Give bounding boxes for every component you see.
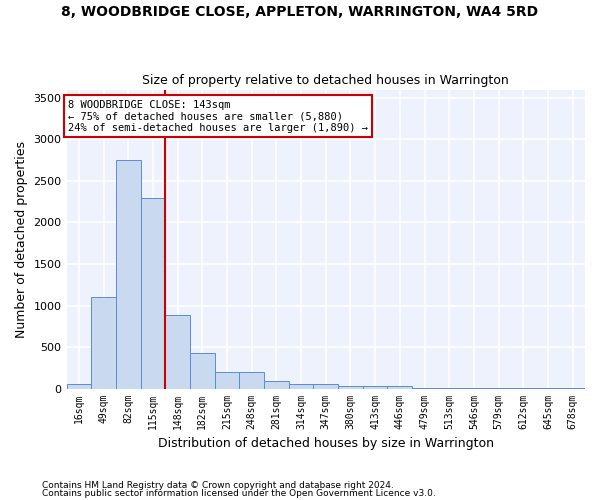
Bar xyxy=(388,386,412,388)
Text: Contains public sector information licensed under the Open Government Licence v3: Contains public sector information licen… xyxy=(42,489,436,498)
Bar xyxy=(264,380,289,388)
Bar xyxy=(165,314,190,388)
Bar xyxy=(215,372,239,388)
Text: Contains HM Land Registry data © Crown copyright and database right 2024.: Contains HM Land Registry data © Crown c… xyxy=(42,480,394,490)
Bar xyxy=(67,384,91,388)
Text: 8 WOODBRIDGE CLOSE: 143sqm
← 75% of detached houses are smaller (5,880)
24% of s: 8 WOODBRIDGE CLOSE: 143sqm ← 75% of deta… xyxy=(68,100,368,132)
X-axis label: Distribution of detached houses by size in Warrington: Distribution of detached houses by size … xyxy=(158,437,494,450)
Bar xyxy=(363,386,388,388)
Title: Size of property relative to detached houses in Warrington: Size of property relative to detached ho… xyxy=(142,74,509,87)
Bar xyxy=(116,160,140,388)
Bar xyxy=(239,372,264,388)
Bar xyxy=(313,384,338,388)
Bar xyxy=(91,297,116,388)
Y-axis label: Number of detached properties: Number of detached properties xyxy=(15,140,28,338)
Bar xyxy=(338,386,363,388)
Bar xyxy=(190,353,215,388)
Bar xyxy=(140,198,165,388)
Text: 8, WOODBRIDGE CLOSE, APPLETON, WARRINGTON, WA4 5RD: 8, WOODBRIDGE CLOSE, APPLETON, WARRINGTO… xyxy=(61,5,539,19)
Bar xyxy=(289,384,313,388)
